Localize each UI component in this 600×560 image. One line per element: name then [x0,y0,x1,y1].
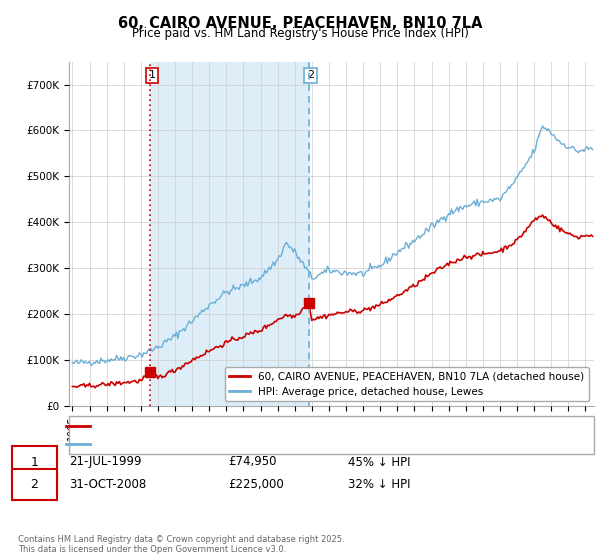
Text: 21-JUL-1999: 21-JUL-1999 [69,455,142,469]
Text: 45% ↓ HPI: 45% ↓ HPI [348,455,410,469]
Bar [150,62,309,406]
Text: 31-OCT-2008: 31-OCT-2008 [69,478,146,491]
Text: 1: 1 [30,455,38,469]
Text: HPI: Average price, detached house, Lewes: HPI: Average price, detached house, Lewe… [96,438,321,449]
Text: 2: 2 [307,71,314,81]
Text: 60, CAIRO AVENUE, PEACEHAVEN, BN10 7LA: 60, CAIRO AVENUE, PEACEHAVEN, BN10 7LA [118,16,482,31]
Text: 60, CAIRO AVENUE, PEACEHAVEN, BN10 7LA (detached house): 60, CAIRO AVENUE, PEACEHAVEN, BN10 7LA (… [96,421,422,431]
Text: 1: 1 [148,71,155,81]
Text: £74,950: £74,950 [228,455,277,469]
Text: 2: 2 [30,478,38,491]
Text: Contains HM Land Registry data © Crown copyright and database right 2025.
This d: Contains HM Land Registry data © Crown c… [18,535,344,554]
Text: Price paid vs. HM Land Registry's House Price Index (HPI): Price paid vs. HM Land Registry's House … [131,27,469,40]
Legend: 60, CAIRO AVENUE, PEACEHAVEN, BN10 7LA (detached house), HPI: Average price, det: 60, CAIRO AVENUE, PEACEHAVEN, BN10 7LA (… [225,367,589,401]
Text: 32% ↓ HPI: 32% ↓ HPI [348,478,410,491]
Text: £225,000: £225,000 [228,478,284,491]
